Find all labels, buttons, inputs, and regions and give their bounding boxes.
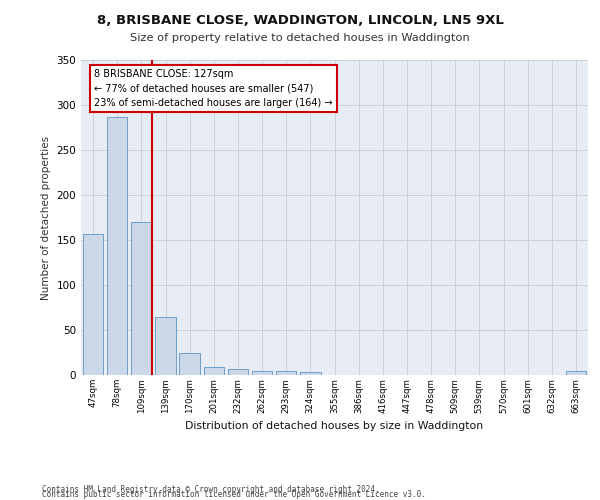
Bar	[276, 372, 296, 375]
Bar	[252, 370, 272, 375]
Text: Size of property relative to detached houses in Waddington: Size of property relative to detached ho…	[130, 33, 470, 43]
Text: Contains public sector information licensed under the Open Government Licence v3: Contains public sector information licen…	[42, 490, 426, 499]
X-axis label: Distribution of detached houses by size in Waddington: Distribution of detached houses by size …	[185, 421, 484, 431]
Bar	[300, 372, 320, 375]
Text: 8, BRISBANE CLOSE, WADDINGTON, LINCOLN, LN5 9XL: 8, BRISBANE CLOSE, WADDINGTON, LINCOLN, …	[97, 14, 503, 27]
Text: 8 BRISBANE CLOSE: 127sqm
← 77% of detached houses are smaller (547)
23% of semi-: 8 BRISBANE CLOSE: 127sqm ← 77% of detach…	[94, 69, 333, 108]
Bar	[155, 316, 176, 375]
Bar	[566, 372, 586, 375]
Bar	[179, 352, 200, 375]
Bar	[203, 367, 224, 375]
Bar	[227, 368, 248, 375]
Bar	[83, 234, 103, 375]
Bar	[131, 222, 152, 375]
Bar	[107, 116, 127, 375]
Y-axis label: Number of detached properties: Number of detached properties	[41, 136, 51, 300]
Text: Contains HM Land Registry data © Crown copyright and database right 2024.: Contains HM Land Registry data © Crown c…	[42, 485, 380, 494]
